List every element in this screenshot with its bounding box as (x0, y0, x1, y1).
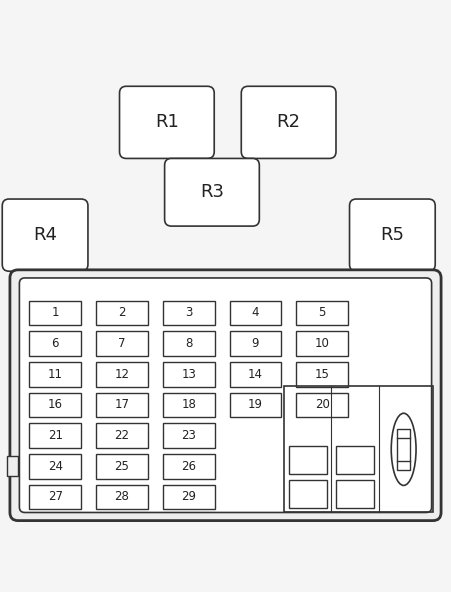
Bar (96, 454, 148, 479)
Text: 3: 3 (185, 307, 193, 320)
Text: 15: 15 (315, 368, 330, 381)
Bar (230, 331, 281, 356)
Bar (397, 429, 410, 469)
Bar (29, 301, 81, 326)
Text: 6: 6 (51, 337, 59, 350)
Bar (289, 446, 327, 474)
Text: 22: 22 (115, 429, 129, 442)
Text: 5: 5 (318, 307, 326, 320)
Text: 14: 14 (248, 368, 263, 381)
Bar (163, 392, 215, 417)
Text: 13: 13 (181, 368, 196, 381)
Bar (163, 454, 215, 479)
Text: 20: 20 (315, 398, 330, 411)
Bar (336, 480, 374, 508)
FancyBboxPatch shape (241, 86, 336, 159)
Bar (96, 331, 148, 356)
Bar (296, 301, 348, 326)
Bar (96, 301, 148, 326)
Text: R2: R2 (276, 113, 301, 131)
Bar (29, 484, 81, 509)
Bar (96, 484, 148, 509)
Bar (284, 386, 433, 513)
Bar (163, 423, 215, 448)
Bar (230, 362, 281, 387)
Text: 4: 4 (252, 307, 259, 320)
Bar (29, 331, 81, 356)
Text: R5: R5 (380, 226, 405, 244)
Text: 17: 17 (115, 398, 129, 411)
Bar (96, 362, 148, 387)
Text: 28: 28 (115, 490, 129, 503)
Text: 19: 19 (248, 398, 263, 411)
Text: 12: 12 (115, 368, 129, 381)
Bar (230, 392, 281, 417)
Bar (96, 423, 148, 448)
Text: 10: 10 (315, 337, 330, 350)
FancyBboxPatch shape (120, 86, 214, 159)
Bar (29, 362, 81, 387)
FancyBboxPatch shape (2, 199, 88, 271)
Bar (163, 301, 215, 326)
Text: 8: 8 (185, 337, 193, 350)
FancyBboxPatch shape (10, 270, 441, 520)
Text: 24: 24 (48, 460, 63, 473)
Text: 29: 29 (181, 490, 196, 503)
Text: 2: 2 (118, 307, 126, 320)
Bar (289, 480, 327, 508)
Text: 26: 26 (181, 460, 196, 473)
Ellipse shape (391, 413, 416, 485)
FancyBboxPatch shape (19, 278, 432, 513)
Bar (163, 484, 215, 509)
Bar (163, 331, 215, 356)
Text: R3: R3 (200, 184, 224, 201)
Text: R1: R1 (155, 113, 179, 131)
Text: 16: 16 (48, 398, 63, 411)
Bar (96, 392, 148, 417)
Text: 9: 9 (252, 337, 259, 350)
Bar (29, 454, 81, 479)
Text: R4: R4 (33, 226, 57, 244)
Text: 1: 1 (51, 307, 59, 320)
Text: 7: 7 (118, 337, 126, 350)
Bar (296, 392, 348, 417)
Text: 27: 27 (48, 490, 63, 503)
Bar (163, 362, 215, 387)
Bar (29, 392, 81, 417)
Bar (7, 456, 18, 476)
Text: 18: 18 (181, 398, 196, 411)
Bar (296, 331, 348, 356)
Text: 21: 21 (48, 429, 63, 442)
FancyBboxPatch shape (165, 159, 259, 226)
Bar (29, 423, 81, 448)
Bar (230, 301, 281, 326)
FancyBboxPatch shape (350, 199, 435, 271)
Text: 11: 11 (48, 368, 63, 381)
Bar (296, 362, 348, 387)
Bar (336, 446, 374, 474)
Text: 23: 23 (181, 429, 196, 442)
Text: 25: 25 (115, 460, 129, 473)
